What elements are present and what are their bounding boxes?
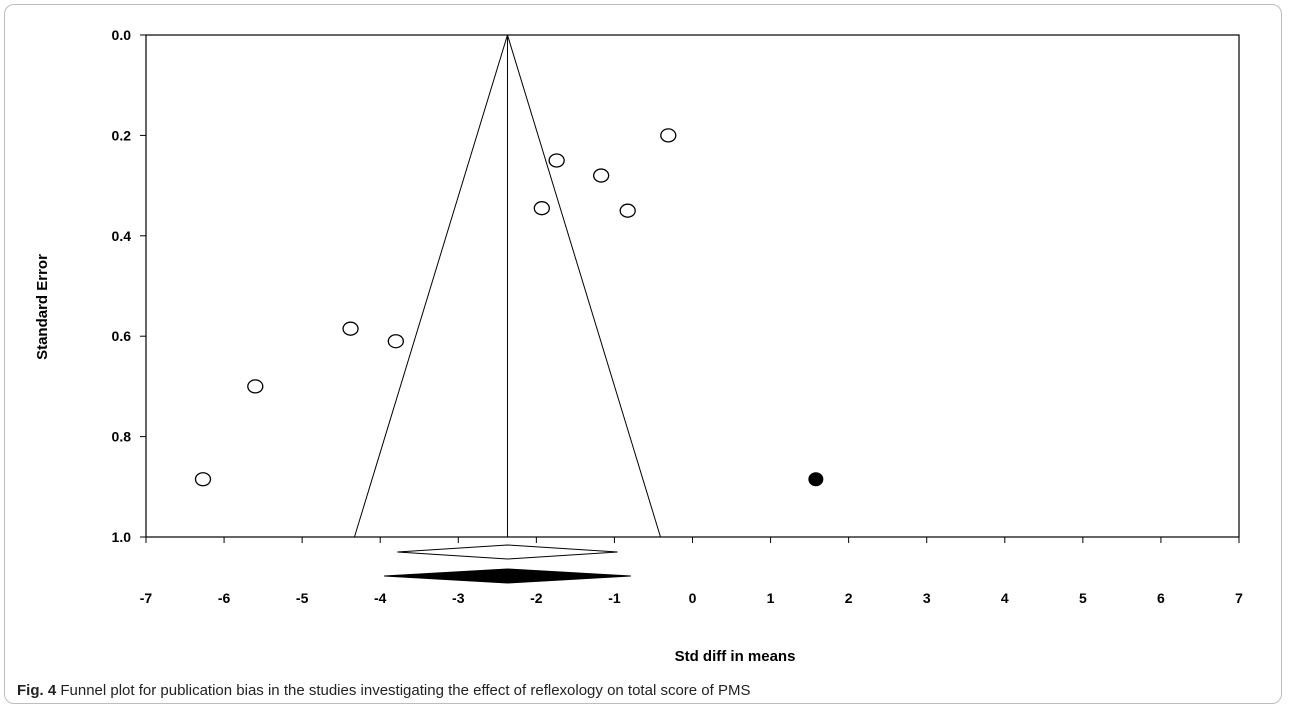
imputed-study-point: [808, 472, 824, 487]
x-tick-label: -7: [140, 590, 153, 606]
x-tick-label: -1: [608, 590, 621, 606]
x-tick-label: 6: [1157, 590, 1165, 606]
observed-study-point: [548, 153, 565, 168]
figure-label: Fig. 4: [17, 682, 57, 699]
observed-study-point: [342, 321, 359, 336]
x-tick-label: -4: [374, 590, 387, 606]
funnel-upper-bound: [506, 34, 661, 538]
figure-frame: [4, 4, 1282, 704]
funnel-lower-bound: [353, 34, 508, 538]
plot-area: 0.0 0.2 0.4 0.6 0.8 1.0 -7 -6 -5 -4 -3 -2 -1 0 1 2 3 4 5 6 7: [112, 27, 1244, 606]
funnel-plot: 0.0 0.2 0.4 0.6 0.8 1.0 -7 -6 -5 -4 -3 -2 -1 0 1 2 3 4 5 6 7…: [34, 27, 1244, 665]
observed-study-point: [247, 379, 264, 394]
observed-study-point: [194, 472, 212, 487]
x-tick-label: 7: [1235, 590, 1243, 606]
adjusted-summary-diamond: [384, 568, 631, 584]
observed-study-point: [533, 201, 550, 216]
x-tick-label: 0: [689, 590, 697, 606]
y-tick-label: 0.8: [112, 429, 132, 445]
figure-caption: Fig. 4 Funnel plot for publication bias …: [17, 682, 750, 699]
x-axis-title: Std diff in means: [675, 648, 796, 665]
x-tick-label: -3: [452, 590, 465, 606]
observed-study-point: [387, 334, 404, 349]
y-tick-label: 1.0: [112, 529, 132, 545]
y-axis-title: Standard Error: [34, 254, 51, 360]
x-tick-label: 1: [767, 590, 775, 606]
plot-frame: [145, 34, 1240, 538]
x-tick-label: 4: [1001, 590, 1009, 606]
y-tick-label: 0.0: [112, 27, 132, 43]
x-tick-label: 2: [845, 590, 853, 606]
x-tick-label: -2: [530, 590, 543, 606]
x-tick-label: 5: [1079, 590, 1087, 606]
observed-summary-diamond: [397, 544, 618, 560]
y-tick-label: 0.6: [112, 328, 132, 344]
observed-study-point: [593, 168, 610, 183]
caption-text: Funnel plot for publication bias in the …: [60, 682, 751, 699]
y-tick-label: 0.2: [112, 127, 132, 143]
x-tick-label: -6: [218, 590, 231, 606]
x-tick-label: 3: [923, 590, 931, 606]
observed-study-point: [619, 203, 636, 218]
x-tick-label: -5: [296, 590, 309, 606]
y-tick-label: 0.4: [112, 228, 132, 244]
observed-study-point: [660, 128, 677, 143]
